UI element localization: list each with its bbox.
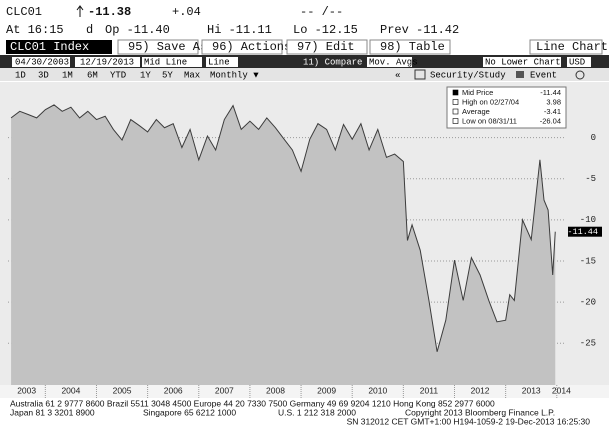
y-tick-label: -5 <box>585 174 596 184</box>
chart-type[interactable]: Line Chart <box>536 40 608 54</box>
x-tick-label: 2006 <box>164 385 183 395</box>
currency[interactable]: USD <box>569 57 585 67</box>
area-fill <box>11 104 556 386</box>
input <box>567 57 591 67</box>
button-box <box>369 39 451 55</box>
legend-label: Mid Price <box>462 88 493 97</box>
last-value-tag <box>568 226 602 237</box>
legend-value: -3.41 <box>544 107 561 116</box>
footer-text: U.S. 1 212 318 2000 <box>278 407 356 417</box>
periods-bar <box>0 68 609 81</box>
x-tick-label: 2010 <box>368 385 387 395</box>
legend-box <box>446 86 567 129</box>
input <box>206 57 238 67</box>
y-tick-label: -15 <box>580 256 596 266</box>
date: -- /-- <box>300 5 343 19</box>
mid-line[interactable]: Mid Line <box>144 57 187 67</box>
x-tick-label: 2007 <box>215 385 234 395</box>
input <box>142 57 202 67</box>
chart-type-box <box>529 39 603 55</box>
footer-line: Australia 61 2 9777 8600 Brazil 5511 304… <box>10 398 495 408</box>
settings-icon[interactable] <box>575 70 585 80</box>
x-tick-label: 2004 <box>61 385 80 395</box>
period[interactable]: 6M <box>87 70 98 80</box>
x-tick-label: 2009 <box>317 385 336 395</box>
button[interactable]: 97) Edit <box>297 40 355 54</box>
button[interactable]: 96) Actions <box>212 40 291 54</box>
x-tick-label: 2011 <box>420 385 439 395</box>
legend-icon <box>452 108 459 115</box>
legend-value: -26.04 <box>540 116 561 125</box>
high: Hi -11.11 <box>207 23 272 37</box>
button-box <box>201 39 283 55</box>
footer-text: Singapore 65 6212 1000 <box>143 407 236 417</box>
x-axis-band <box>0 385 609 398</box>
y-tick-label: 0 <box>591 133 596 143</box>
frequency[interactable]: Monthly ▼ <box>210 70 259 80</box>
legend-icon <box>452 99 459 105</box>
y-tick-label: -25 <box>580 339 596 349</box>
y-tick-label: -20 <box>580 297 596 307</box>
legend-label: Low on 08/31/11 <box>462 116 517 125</box>
y-tick-label: -10 <box>580 215 596 225</box>
button[interactable]: 98) Table <box>380 40 445 54</box>
legend-label: High on 02/27/04 <box>462 97 519 106</box>
back[interactable]: « <box>395 70 400 80</box>
input <box>367 57 412 67</box>
compare[interactable]: 11) Compare <box>303 57 362 67</box>
x-tick-label: 2014 <box>552 385 571 395</box>
input <box>483 57 561 67</box>
up-arrow <box>76 5 84 17</box>
prev: Prev -11.42 <box>380 23 459 37</box>
x-tick-label: 2013 <box>522 385 541 395</box>
flag: d <box>86 23 93 37</box>
last-price: -11.38 <box>88 5 131 19</box>
time: At 16:15 <box>6 23 64 37</box>
period[interactable]: 3D <box>38 70 49 80</box>
period[interactable]: 1Y <box>140 70 151 80</box>
input <box>12 57 70 67</box>
event[interactable]: Event <box>530 70 557 80</box>
x-tick-label: 2005 <box>113 385 132 395</box>
line[interactable]: Line <box>208 57 230 67</box>
security[interactable]: CLC01 Index <box>10 40 89 54</box>
period[interactable]: Max <box>184 70 200 80</box>
period[interactable]: 5Y <box>162 70 173 80</box>
end-date[interactable]: 12/19/2013 <box>80 57 134 67</box>
period[interactable]: YTD <box>110 70 126 80</box>
security-box <box>6 40 112 54</box>
security-study[interactable]: Security/Study <box>430 70 506 80</box>
change: +.04 <box>172 5 201 19</box>
series-line <box>10 104 556 352</box>
ticker: CLC01 <box>6 5 42 19</box>
x-tick-label: 2003 <box>17 385 36 395</box>
x-tick-label: 2008 <box>266 385 285 395</box>
legend-label: Average <box>462 107 490 116</box>
start-date[interactable]: 04/30/2003 <box>15 57 69 67</box>
button-box <box>286 39 368 55</box>
last-value: -11.44 <box>567 227 598 237</box>
input <box>75 57 140 67</box>
x-tick-label: 2012 <box>471 385 490 395</box>
low: Lo -12.15 <box>293 23 358 37</box>
mov-avgs[interactable]: Mov. Avgs <box>369 57 418 67</box>
lower-chart[interactable]: No Lower Chart <box>485 57 561 67</box>
event-icon <box>516 71 524 78</box>
period[interactable]: 1M <box>62 70 73 80</box>
legend-value: 3.98 <box>546 97 561 106</box>
legend-icon <box>452 118 459 124</box>
study-icon <box>414 69 426 80</box>
period[interactable]: 1D <box>15 70 26 80</box>
button-box <box>117 39 199 55</box>
footer-text: Japan 81 3 3201 8900 <box>10 407 95 417</box>
legend-value: -11.44 <box>540 88 561 97</box>
button[interactable]: 95) Save As <box>128 40 207 54</box>
footer-text: Copyright 2013 Bloomberg Finance L.P. <box>405 407 555 417</box>
footer-text: SN 312012 CET GMT+1:00 H194-1059-2 19-De… <box>347 416 591 426</box>
legend-icon <box>452 89 459 96</box>
open: Op -11.40 <box>105 23 170 37</box>
